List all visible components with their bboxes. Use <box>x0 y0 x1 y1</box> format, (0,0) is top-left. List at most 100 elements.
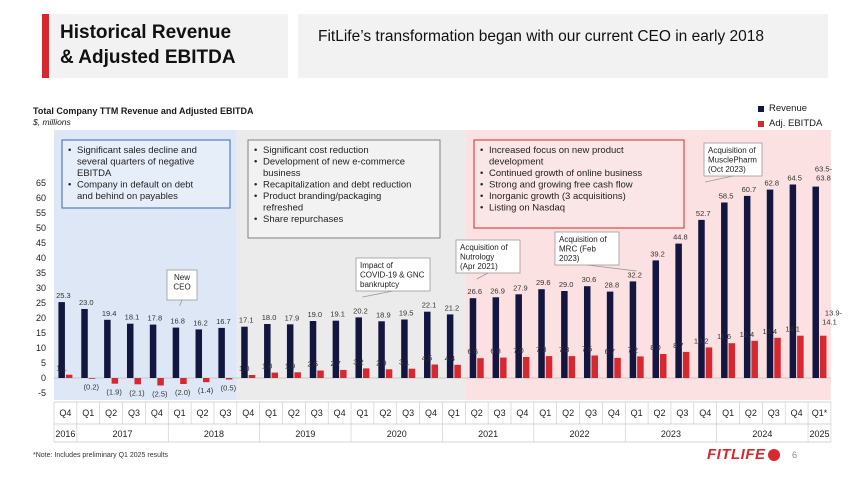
bullet-icon: • <box>254 145 257 156</box>
ebitda-data-label: 7.5 <box>582 345 592 354</box>
ebitda-bar <box>225 378 233 380</box>
ebitda-bar <box>111 378 119 384</box>
callout-box <box>166 269 198 301</box>
year-label: 2020 <box>387 429 407 439</box>
year-label: 2023 <box>661 429 681 439</box>
page-subtitle: FitLife’s transformation began with our … <box>318 28 764 45</box>
x-tick-label: Q2 <box>288 408 300 418</box>
phase-box-2 <box>247 139 441 239</box>
ebitda-data-label: (1.9) <box>106 388 122 397</box>
phase-bullet-text: Strong and growing free cash flow <box>489 180 633 191</box>
revenue-bar <box>812 186 819 378</box>
revenue-data-label: 44.8 <box>673 233 688 242</box>
y-tick-label: 30 <box>36 283 46 293</box>
callout-connector <box>362 290 394 298</box>
revenue-bar <box>743 195 751 378</box>
year-label: 2024 <box>752 429 772 439</box>
callout-box <box>355 257 431 292</box>
revenue-data-label: 63.5- <box>815 165 833 174</box>
ebitda-bar <box>797 335 804 378</box>
callout-text: CEO <box>173 283 190 292</box>
y-tick-label: 10 <box>36 343 46 353</box>
revenue-bar <box>561 291 568 378</box>
ebitda-bar <box>362 368 370 378</box>
ebitda-data-label: (2.0) <box>175 388 191 397</box>
revenue-data-label: 19.4 <box>102 309 117 318</box>
revenue-data-label: 18.9 <box>376 310 391 319</box>
ebitda-bar <box>157 378 164 386</box>
ebitda-data-label: 14.1 <box>822 318 837 327</box>
x-tick-label: Q1 <box>82 408 94 418</box>
revenue-bar <box>652 260 660 378</box>
revenue-bar <box>286 324 294 378</box>
y-tick-label: 50 <box>36 223 46 233</box>
page-title-line-2: & Adjusted EBITDA <box>60 47 236 68</box>
callout-text: Nutrology <box>460 253 494 262</box>
y-tick-label: 60 <box>36 193 46 203</box>
revenue-bar <box>195 329 203 378</box>
phase-bullet-text: and behind on payables <box>77 191 178 202</box>
phase-bullet-text: Development of new e-commerce <box>263 157 405 168</box>
bullet-icon: • <box>480 180 483 191</box>
year-label: 2016 <box>55 429 75 439</box>
revenue-bar <box>378 321 385 378</box>
revenue-bar <box>469 298 477 378</box>
phase-bullet-text: Share repurchases <box>263 214 344 225</box>
bullet-icon: • <box>68 145 71 156</box>
ebitda-bar <box>682 351 690 378</box>
ebitda-bar <box>705 347 713 378</box>
ebitda-data-label: 13.4 <box>762 327 777 336</box>
chart-legend: Revenue Adj. EBITDA <box>758 101 822 131</box>
page-title-line-1: Historical Revenue <box>60 22 232 43</box>
revenue-data-label: 16.8 <box>170 317 185 326</box>
revenue-data-label: 64.5 <box>787 174 802 183</box>
x-tick-label: Q2 <box>562 408 574 418</box>
ebitda-data-label: 10.2 <box>694 336 709 345</box>
chart-title: Total Company TTM Revenue and Adjusted E… <box>33 106 254 116</box>
ebitda-bar <box>591 355 598 378</box>
phase-bullet-text: Product branding/packaging <box>263 191 381 202</box>
revenue-bar <box>789 184 797 378</box>
ebitda-data-label: 1.9 <box>285 361 295 370</box>
revenue-bar <box>218 327 225 378</box>
revenue-data-label: 22.1 <box>422 301 437 310</box>
ebitda-bar <box>180 378 187 384</box>
y-tick-label: 20 <box>36 313 46 323</box>
x-tick-label: Q4 <box>334 408 346 418</box>
revenue-data-label: 18.0 <box>262 313 277 322</box>
ebitda-data-label: 1.1 <box>56 364 66 373</box>
ebitda-bar <box>728 343 736 378</box>
phase-bullet-text: development <box>489 157 544 168</box>
x-tick-label: Q1 <box>265 408 277 418</box>
ebitda-bar <box>317 370 324 378</box>
legend-ebitda-label: Adj. EBITDA <box>769 118 823 129</box>
ebitda-bar <box>340 369 347 378</box>
revenue-data-label: 16.7 <box>216 317 231 326</box>
revenue-data-label: 17.9 <box>285 313 300 322</box>
callout-text: (Oct 2023) <box>708 165 746 174</box>
bullet-icon: • <box>68 180 71 191</box>
revenue-bar <box>401 319 408 378</box>
callout-text: MRC (Feb <box>559 245 596 254</box>
revenue-data-label: 32.2 <box>627 270 642 279</box>
y-tick-label: 65 <box>36 178 46 188</box>
y-tick-label: -5 <box>38 388 46 398</box>
revenue-bar <box>264 324 271 378</box>
year-label: 2025 <box>809 429 829 439</box>
revenue-data-label: 19.0 <box>307 310 322 319</box>
title-box: Historical Revenue & Adjusted EBITDA <box>42 14 288 78</box>
x-tick-label: Q1 <box>174 408 186 418</box>
x-tick-label: Q2 <box>379 408 391 418</box>
x-tick-label: Q3 <box>128 408 140 418</box>
revenue-data-label: 52.7 <box>696 209 711 218</box>
subtitle-box: FitLife’s transformation began with our … <box>298 14 828 78</box>
ebitda-bar <box>568 356 576 378</box>
legend-ebitda-swatch <box>758 120 764 127</box>
x-tick-label: Q3 <box>219 408 231 418</box>
ebitda-data-label: (0.2) <box>84 383 100 392</box>
callout-text: Impact of <box>360 261 394 270</box>
ebitda-data-label: 7.0 <box>513 346 523 355</box>
legend-revenue-swatch <box>758 105 764 112</box>
revenue-data-label: 63.8 <box>816 174 831 183</box>
